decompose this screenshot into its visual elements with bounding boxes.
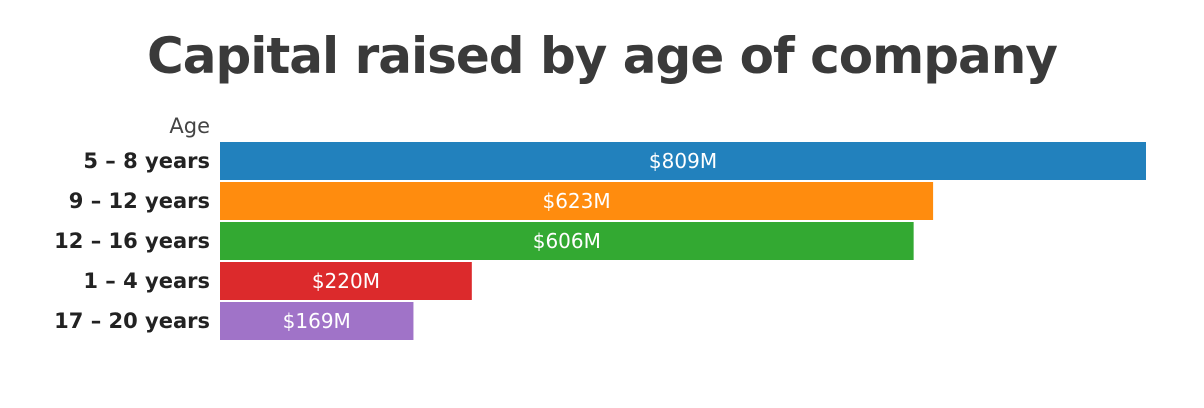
category-label: 5 – 8 years [83,149,210,173]
chart-title: Capital raised by age of company [147,27,1058,85]
y-axis-title: Age [169,114,210,138]
bar-value-label: $809M [649,149,717,173]
bar-value-label: $623M [542,189,610,213]
category-label: 9 – 12 years [69,189,210,213]
bar-4 [220,302,414,340]
bar-3 [220,262,472,300]
bar-value-label: $220M [312,269,380,293]
bar-0 [220,142,1146,180]
bar-2 [220,222,914,260]
bar-value-label: $606M [533,229,601,253]
bars-group: 5 – 8 years $809M 9 – 12 years $623M 12 – 16… [54,142,1146,340]
category-label: 17 – 20 years [54,309,210,333]
category-label: 1 – 4 years [83,269,210,293]
bar-1 [220,182,934,220]
category-label: 12 – 16 years [54,229,210,253]
bar-value-label: $169M [283,309,351,333]
